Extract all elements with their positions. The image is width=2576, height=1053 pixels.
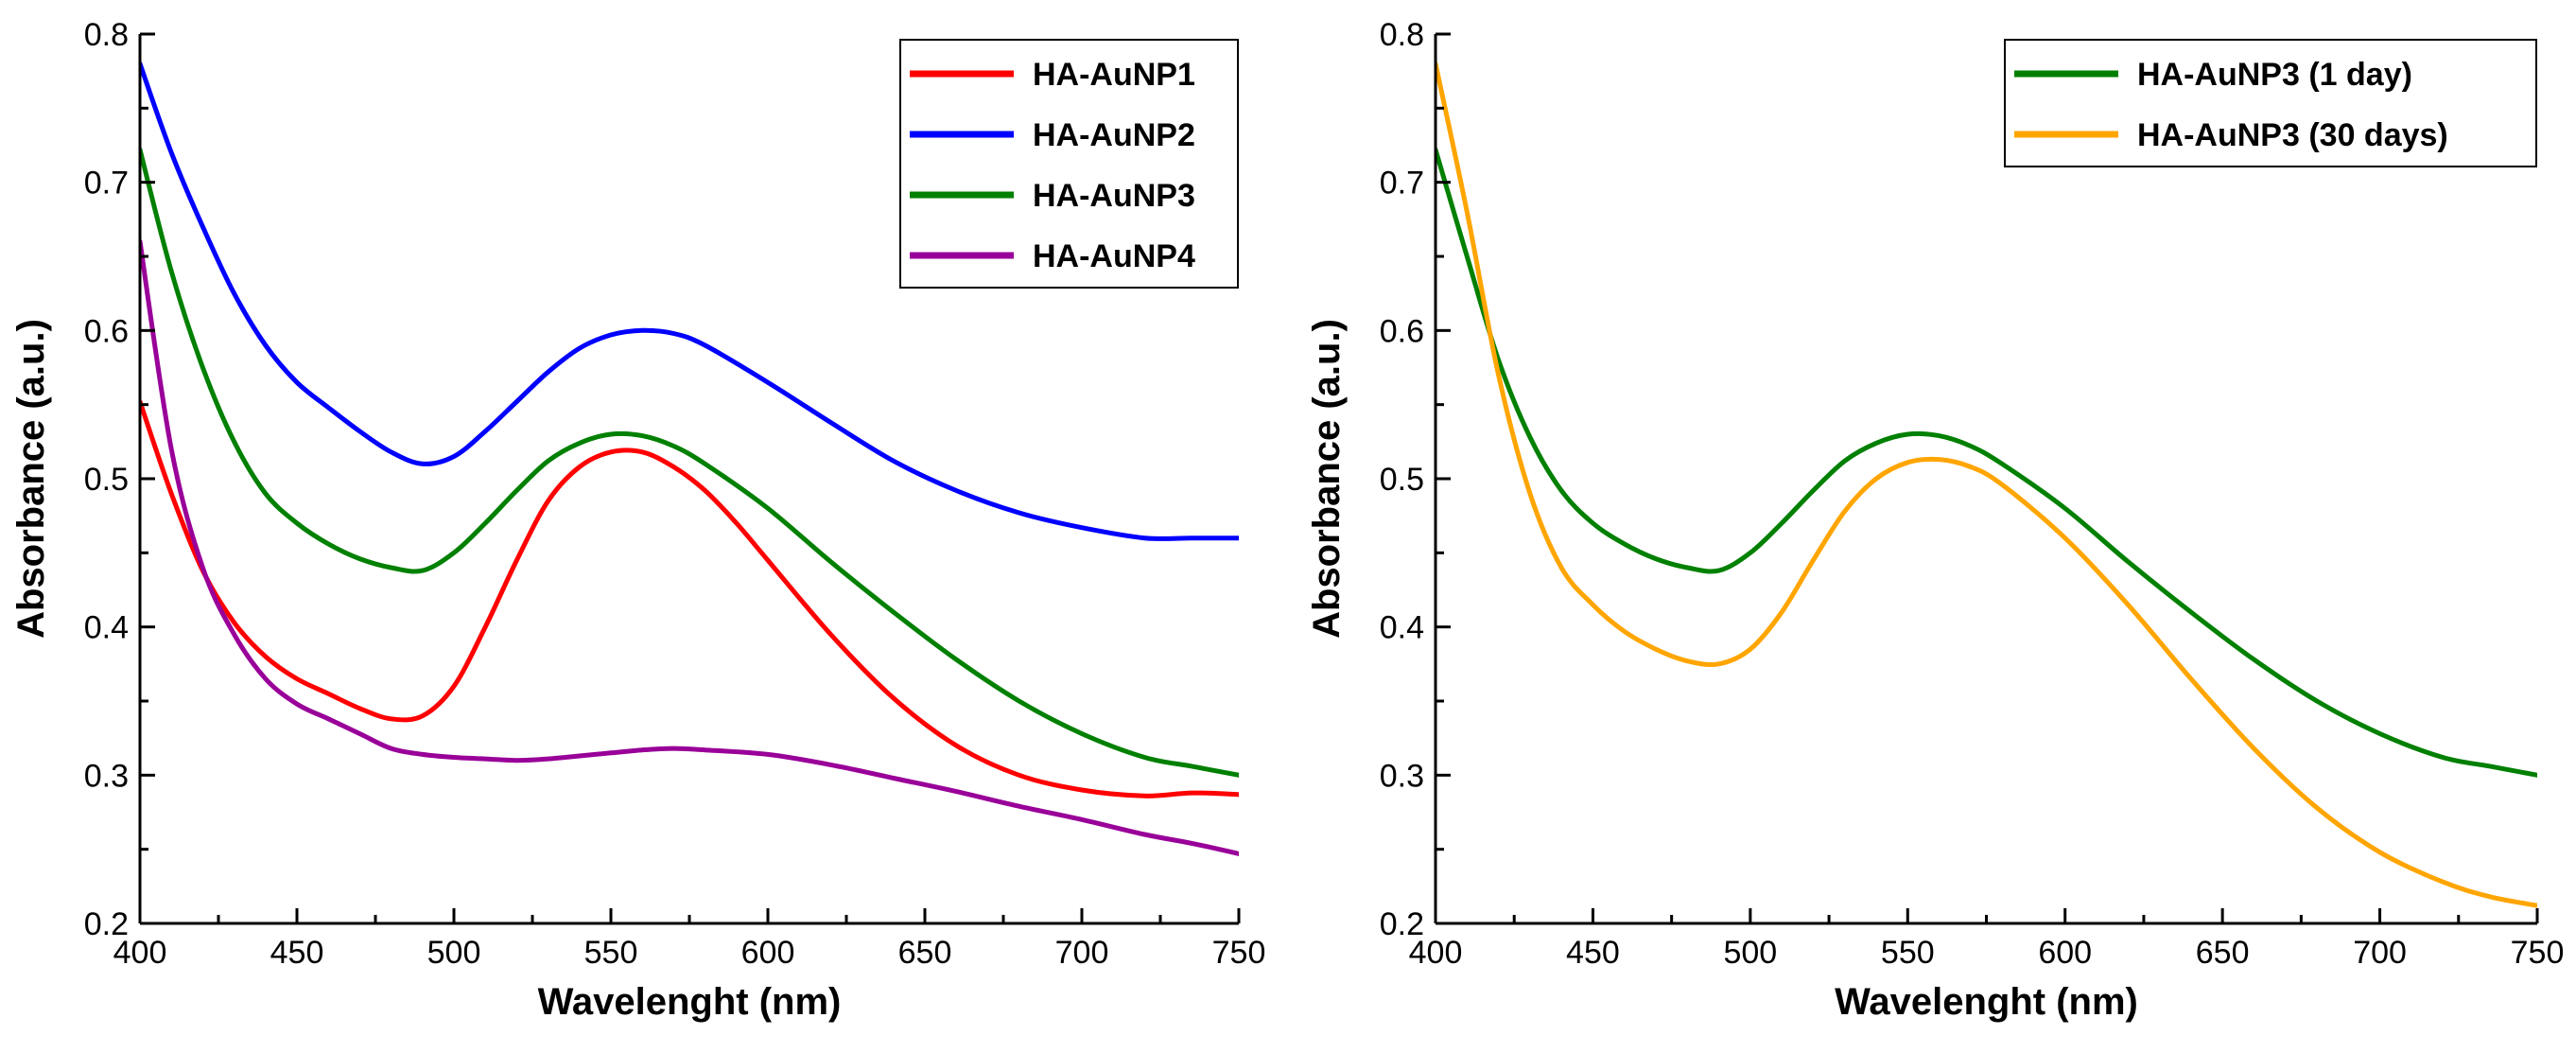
legend-label: HA-AuNP2 <box>1033 117 1195 153</box>
x-axis-title: Wavelenght (nm) <box>538 981 842 1023</box>
series-line-ha-aunp3 <box>140 147 1239 778</box>
x-tick-label: 500 <box>427 935 481 971</box>
x-tick-label: 600 <box>741 935 795 971</box>
y-tick-label: 0.8 <box>1380 17 1424 53</box>
x-tick-label: 550 <box>584 935 638 971</box>
legend-box <box>2004 39 2537 167</box>
legend-label: HA-AuNP4 <box>1033 238 1195 274</box>
series-line-ha-aunp4 <box>140 238 1239 856</box>
y-tick-label: 0.6 <box>1380 313 1424 349</box>
legend-label: HA-AuNP3 <box>1033 178 1195 214</box>
y-tick-label: 0.4 <box>1380 610 1424 646</box>
series-line-ha-aunp3-30-days <box>1436 61 2537 908</box>
right-chart-panel: 400 450 500 550 600 650 700 750 0.2 0.3 0.4 0.5 0.6 0… <box>1306 17 2564 1023</box>
y-tick-label: 0.6 <box>84 313 129 349</box>
y-tick-label: 0.5 <box>84 462 129 498</box>
x-tick-label: 550 <box>1881 935 1935 971</box>
x-tick-label: 450 <box>1566 935 1620 971</box>
y-tick-label: 0.3 <box>84 758 129 794</box>
legend-label: HA-AuNP3 (1 day) <box>2137 57 2412 93</box>
legend-label: HA-AuNP3 (30 days) <box>2137 117 2448 153</box>
x-tick-label: 650 <box>898 935 952 971</box>
legend: HA-AuNP1 HA-AuNP2 HA-AuNP3 HA-AuNP4 <box>899 39 1239 289</box>
x-tick-label: 600 <box>2038 935 2092 971</box>
x-tick-label: 700 <box>1055 935 1109 971</box>
legend: HA-AuNP3 (1 day) HA-AuNP3 (30 days) <box>2004 39 2537 167</box>
x-tick-label: 650 <box>2196 935 2250 971</box>
y-axis-title: Absorbance (a.u.) <box>1306 319 1348 639</box>
y-tick-label: 0.3 <box>1380 758 1424 794</box>
series-line-ha-aunp2 <box>140 61 1239 541</box>
y-tick-label: 0.2 <box>1380 906 1424 942</box>
x-tick-label: 750 <box>2511 935 2565 971</box>
left-chart-panel: 400 450 500 550 600 650 700 750 0.2 0.3 0.4 0.5 0.6 0… <box>10 17 1265 1023</box>
y-tick-label: 0.7 <box>1380 166 1424 202</box>
series-line-ha-aunp1 <box>140 399 1239 799</box>
x-tick-label: 400 <box>113 935 167 971</box>
x-tick-label: 750 <box>1212 935 1266 971</box>
y-tick-label: 0.5 <box>1380 462 1424 498</box>
y-axis-title: Absorbance (a.u.) <box>10 319 52 639</box>
y-tick-label: 0.4 <box>84 610 129 646</box>
series-line-ha-aunp3-1-day <box>1436 147 2537 778</box>
y-tick-label: 0.2 <box>84 906 129 942</box>
x-tick-label: 400 <box>1409 935 1463 971</box>
x-tick-label: 500 <box>1723 935 1777 971</box>
y-tick-label: 0.8 <box>84 17 129 53</box>
x-tick-label: 700 <box>2353 935 2407 971</box>
x-axis-title: Wavelenght (nm) <box>1835 981 2138 1023</box>
legend-box <box>899 39 1239 289</box>
x-tick-label: 450 <box>270 935 324 971</box>
legend-label: HA-AuNP1 <box>1033 57 1195 93</box>
y-tick-label: 0.7 <box>84 166 129 202</box>
